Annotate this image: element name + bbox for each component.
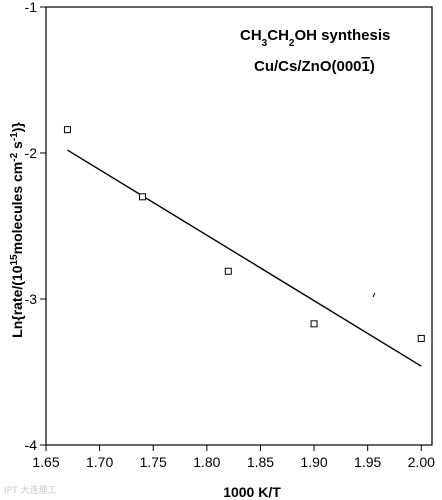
y-tick-label: -4: [25, 437, 38, 453]
fit-line-layer: [67, 149, 422, 367]
data-point: [224, 267, 232, 275]
x-axis-label: 1000 K/T: [223, 484, 281, 500]
plot-frame: [45, 6, 433, 446]
x-tick-label: 1.80: [193, 454, 220, 470]
x-tick-label: 1.85: [247, 454, 274, 470]
data-point: [417, 334, 425, 342]
x-tick-label: 1.95: [354, 454, 381, 470]
y-tick-label: -2: [25, 145, 38, 161]
data-point: [63, 126, 71, 134]
stray-mark: [372, 292, 376, 298]
ticks: 1.65 1.70 1.75 1.80 1.85 1.90 1.95 2.00 -1 -2 -3 -4: [25, 0, 436, 470]
x-tick-label: 1.75: [140, 454, 167, 470]
fit-line: [67, 149, 422, 367]
x-tick-label: 1.65: [32, 454, 59, 470]
x-tick-label: 1.90: [300, 454, 327, 470]
y-tick-label: -3: [25, 291, 38, 307]
data-point: [310, 320, 318, 328]
x-tick-label: 2.00: [408, 454, 435, 470]
y-axis-label: Ln{rate/(1015molecules cm-2 s-1)}: [9, 122, 26, 338]
y-tick-label: -1: [25, 0, 38, 15]
data-points: [63, 126, 425, 342]
watermark: IPT 大连理工: [4, 484, 56, 496]
annotation-reaction: CH3CH2OH synthesis: [240, 27, 390, 49]
annotation-catalyst: Cu/Cs/ZnO(0001): [254, 58, 375, 75]
data-point: [139, 193, 146, 201]
x-tick-label: 1.70: [86, 454, 113, 470]
